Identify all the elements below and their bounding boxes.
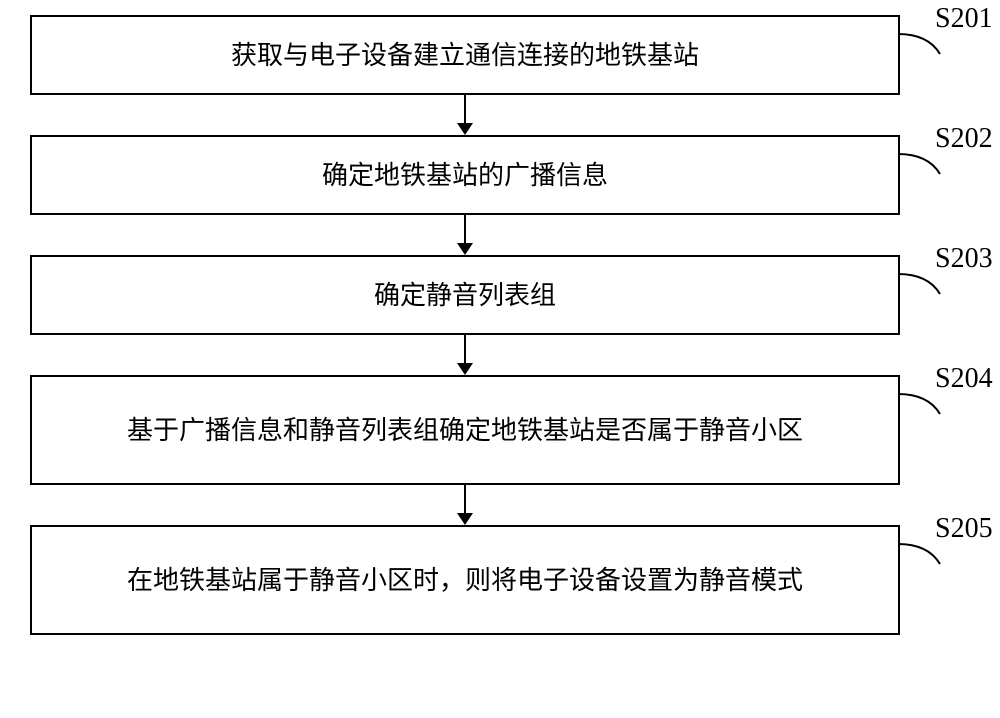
arrow — [30, 485, 900, 525]
step-text: 确定地铁基站的广播信息 — [322, 156, 608, 195]
arrow-head — [457, 123, 473, 135]
arrow-head — [457, 363, 473, 375]
arrow — [30, 95, 900, 135]
arrow-head — [457, 513, 473, 525]
flowchart-container: 获取与电子设备建立通信连接的地铁基站 S201 确定地铁基站的广播信息 S202… — [30, 15, 900, 635]
arrow — [30, 215, 900, 255]
step-box-s204: 基于广播信息和静音列表组确定地铁基站是否属于静音小区 — [30, 375, 900, 485]
arrow-line — [464, 335, 466, 365]
arrow-line — [464, 95, 466, 125]
step-text: 在地铁基站属于静音小区时，则将电子设备设置为静音模式 — [127, 561, 803, 600]
step-box-s205: 在地铁基站属于静音小区时，则将电子设备设置为静音模式 — [30, 525, 900, 635]
step-label-s204: S204 — [935, 363, 993, 395]
arrow — [30, 335, 900, 375]
step-box-s202: 确定地铁基站的广播信息 — [30, 135, 900, 215]
arrow-line — [464, 215, 466, 245]
step-label-s205: S205 — [935, 513, 993, 545]
step-label-s202: S202 — [935, 123, 993, 155]
step-text: 获取与电子设备建立通信连接的地铁基站 — [231, 36, 699, 75]
arrow-line — [464, 485, 466, 515]
arrow-head — [457, 243, 473, 255]
step-text: 确定静音列表组 — [374, 276, 556, 315]
step-label-s201: S201 — [935, 3, 993, 35]
step-box-s203: 确定静音列表组 — [30, 255, 900, 335]
step-box-s201: 获取与电子设备建立通信连接的地铁基站 — [30, 15, 900, 95]
step-label-s203: S203 — [935, 243, 993, 275]
step-text: 基于广播信息和静音列表组确定地铁基站是否属于静音小区 — [127, 411, 803, 450]
